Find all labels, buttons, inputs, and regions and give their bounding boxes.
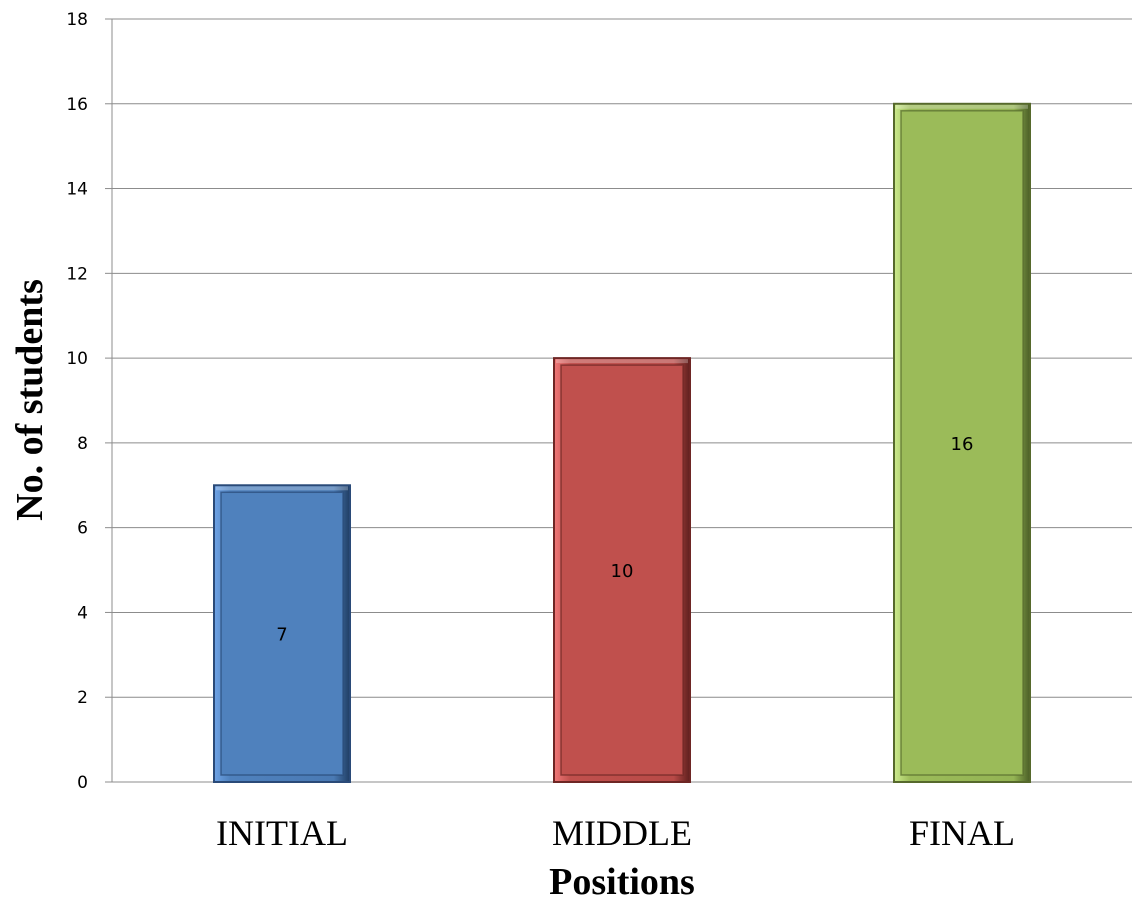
y-tick-label: 6 xyxy=(77,519,88,539)
bar-middle: 10 xyxy=(553,357,691,783)
x-axis-title: Positions xyxy=(549,861,695,903)
y-tick-label: 0 xyxy=(77,773,88,793)
bar-bevel xyxy=(560,364,684,776)
y-tick-label: 10 xyxy=(66,349,88,369)
x-category-label: INITIAL xyxy=(216,813,348,853)
y-tick-label: 8 xyxy=(77,434,88,454)
data-label: 16 xyxy=(951,434,974,455)
data-label: 7 xyxy=(276,625,287,646)
bar-bevel xyxy=(900,110,1024,776)
y-tick-label: 12 xyxy=(66,264,88,284)
bar-highlight xyxy=(556,359,688,364)
bar-final: 16 xyxy=(893,102,1031,784)
bar-highlight xyxy=(216,486,348,491)
bar-highlight xyxy=(896,104,1028,109)
y-tick-label: 16 xyxy=(66,95,88,115)
x-category-label: FINAL xyxy=(909,813,1015,853)
x-category-label: MIDDLE xyxy=(552,813,692,853)
y-axis-title: No. of students xyxy=(9,279,51,521)
data-label: 10 xyxy=(611,561,634,582)
x-category-labels: INITIAL MIDDLE FINAL xyxy=(216,813,1015,853)
y-tick-label: 4 xyxy=(77,603,88,623)
bar-initial: 7 xyxy=(213,484,351,783)
bar-bevel xyxy=(220,491,344,776)
y-tick-labels: 0 2 4 6 8 10 12 14 16 18 xyxy=(66,10,88,793)
y-tick-label: 2 xyxy=(77,688,88,708)
bars: 7 10 16 xyxy=(213,102,1031,784)
y-tick-label: 14 xyxy=(66,180,88,200)
y-tick-label: 18 xyxy=(66,10,88,30)
